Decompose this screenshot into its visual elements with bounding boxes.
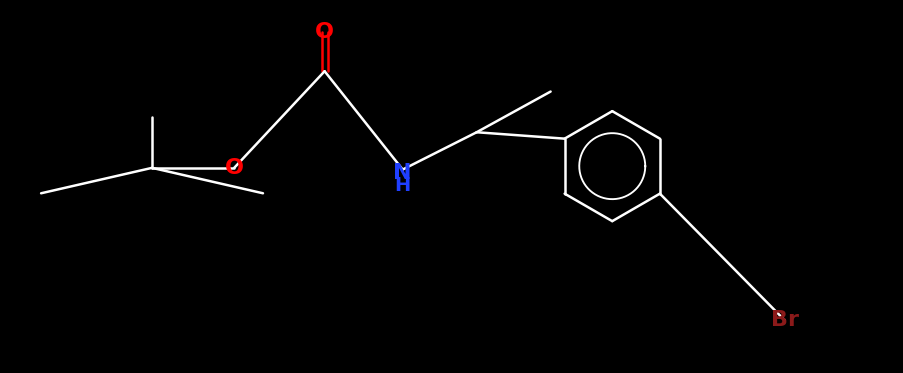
Text: N: N — [393, 163, 412, 182]
Text: O: O — [225, 158, 244, 178]
Text: H: H — [394, 176, 410, 195]
Text: Br: Br — [770, 310, 798, 330]
Text: O: O — [315, 22, 334, 42]
